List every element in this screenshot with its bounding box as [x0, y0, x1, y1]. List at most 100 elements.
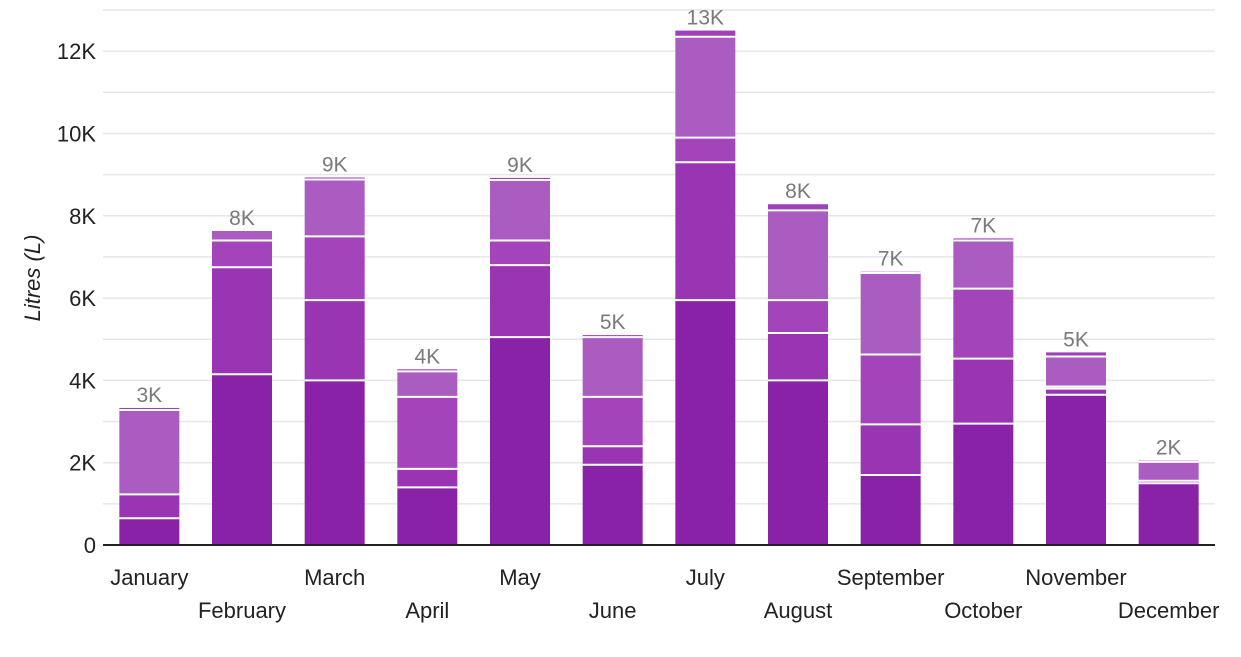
x-category-label: December	[1118, 598, 1219, 623]
bar-segment	[1046, 356, 1106, 387]
bar-segment	[1138, 480, 1199, 484]
bar-segment	[119, 494, 180, 519]
x-category-label: July	[686, 565, 725, 590]
bar-segment	[953, 358, 1014, 424]
bar-segment	[397, 468, 458, 488]
bar-stack-february	[212, 230, 272, 545]
bar-segment	[768, 204, 828, 211]
bar-segment	[490, 337, 550, 545]
bar-stack-march	[304, 177, 365, 545]
bar-segment	[1046, 386, 1106, 389]
bar-stack-october	[953, 238, 1014, 545]
bar-segment	[212, 267, 272, 375]
y-axis-title: Litres (L)	[20, 235, 45, 322]
bar-stack-june	[582, 335, 643, 545]
bar-segment	[860, 354, 921, 425]
bar-segment	[1046, 388, 1106, 395]
bar-segment	[768, 300, 828, 334]
bar-segment	[675, 30, 736, 37]
bar-total-label: 8K	[229, 207, 255, 230]
bar-segment	[119, 518, 180, 545]
bar-segment	[582, 446, 643, 465]
bar-stack-september	[860, 271, 921, 545]
bar-stack-april	[397, 369, 458, 545]
bar-segment	[953, 238, 1014, 241]
bar-segment	[212, 240, 272, 268]
bar-total-label: 2K	[1156, 437, 1182, 460]
bar-stack-january	[119, 407, 180, 545]
x-category-label: October	[944, 598, 1022, 623]
bar-segment	[582, 337, 643, 397]
y-tick-label: 12K	[57, 39, 96, 64]
x-category-label: April	[405, 598, 449, 623]
bar-segment	[490, 177, 550, 180]
bar-segment	[397, 396, 458, 469]
bar-segment	[397, 371, 458, 397]
bar-segment	[304, 177, 365, 180]
bars	[119, 30, 1199, 545]
bar-segment	[490, 179, 550, 241]
y-tick-label: 6K	[69, 286, 96, 311]
bar-total-label: 9K	[322, 153, 348, 176]
gridlines	[103, 9, 1215, 505]
bar-segment	[304, 236, 365, 301]
bar-segment	[768, 333, 828, 381]
bar-stack-july	[675, 30, 736, 545]
bar-segment	[490, 265, 550, 338]
bar-segment	[304, 300, 365, 381]
bar-segment	[1046, 352, 1106, 357]
bar-stack-may	[490, 177, 550, 545]
bar-segment	[582, 335, 643, 338]
bar-segment	[397, 369, 458, 372]
total-labels: 3K 8K 9K 4K 9K 5K 13K 8K 7K 7K 5K 2K	[136, 7, 1181, 460]
bar-segment	[675, 300, 736, 545]
bar-segment	[212, 374, 272, 545]
x-category-label: August	[764, 598, 833, 623]
bar-total-label: 7K	[970, 214, 996, 237]
bar-segment	[1046, 394, 1106, 545]
x-category-label: January	[110, 565, 188, 590]
x-axis-labels: January February March April May June July Augu…	[110, 565, 1219, 623]
y-tick-label: 0	[84, 533, 96, 558]
bar-segment	[1138, 483, 1199, 545]
bar-segment	[582, 396, 643, 447]
bar-segment	[212, 230, 272, 241]
bar-total-label: 4K	[414, 345, 440, 368]
bar-segment	[675, 162, 736, 301]
bar-segment	[675, 36, 736, 138]
bar-segment	[860, 272, 921, 355]
x-category-label: May	[499, 565, 541, 590]
bar-segment	[119, 410, 180, 495]
x-category-label: February	[198, 598, 286, 623]
bar-stack-november	[1046, 352, 1106, 545]
bar-segment	[304, 179, 365, 237]
bar-segment	[953, 288, 1014, 359]
y-axis-ticks: 0 2K 4K 6K 8K 10K 12K	[57, 39, 96, 558]
bar-segment	[953, 240, 1014, 289]
x-category-label: March	[304, 565, 365, 590]
bar-stack-december	[1138, 460, 1199, 545]
x-category-label: June	[589, 598, 637, 623]
y-tick-label: 2K	[69, 451, 96, 476]
bar-segment	[1138, 461, 1199, 481]
x-category-label: September	[837, 565, 945, 590]
bar-segment	[768, 210, 828, 301]
y-tick-label: 10K	[57, 121, 96, 146]
bar-segment	[582, 464, 643, 545]
bar-segment	[768, 380, 828, 545]
y-tick-label: 4K	[69, 368, 96, 393]
bar-segment	[304, 380, 365, 545]
x-category-label: November	[1025, 565, 1126, 590]
bar-total-label: 7K	[878, 248, 904, 271]
bar-segment	[860, 475, 921, 545]
bar-total-label: 13K	[687, 7, 724, 30]
bar-total-label: 5K	[1063, 328, 1089, 351]
bar-total-label: 8K	[785, 180, 811, 203]
bar-stack-august	[768, 204, 828, 545]
bar-total-label: 3K	[136, 384, 162, 407]
bar-segment	[119, 407, 180, 411]
bar-total-label: 9K	[507, 154, 533, 177]
bar-segment	[675, 137, 736, 163]
bar-segment	[860, 424, 921, 476]
